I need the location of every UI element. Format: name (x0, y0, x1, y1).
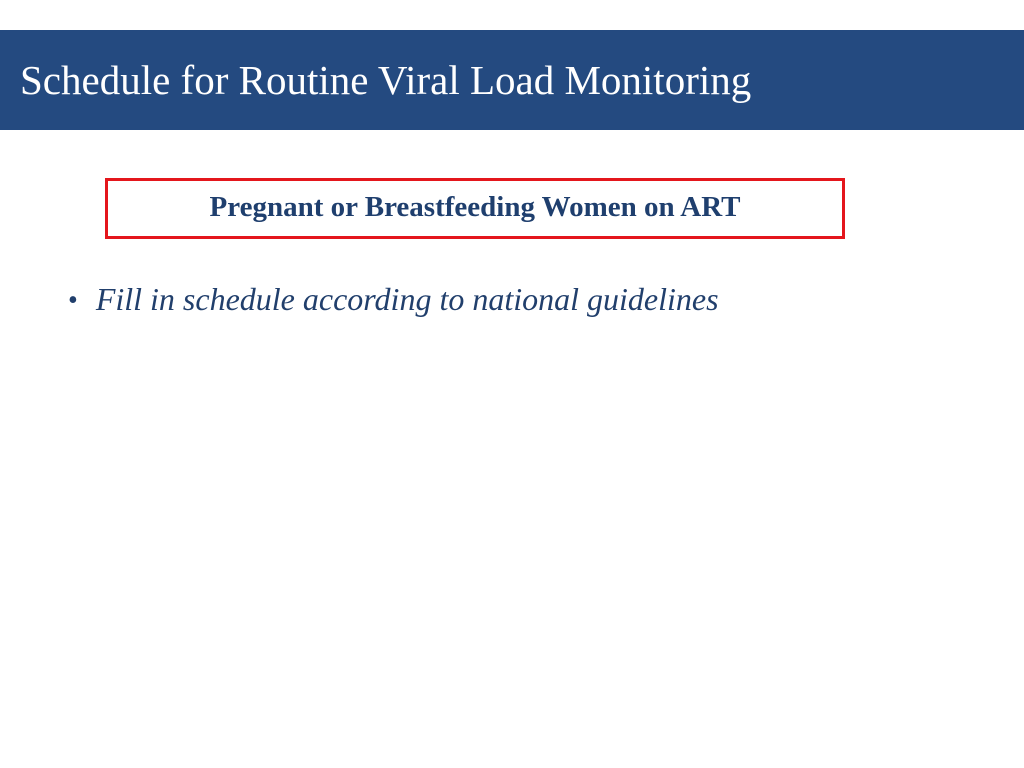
top-gap (0, 0, 1024, 30)
section-heading: Pregnant or Breastfeeding Women on ART (120, 191, 830, 224)
title-bar: Schedule for Routine Viral Load Monitori… (0, 30, 1024, 130)
bullet-item: • Fill in schedule according to national… (0, 281, 1024, 318)
content-area: Pregnant or Breastfeeding Women on ART •… (0, 130, 1024, 318)
page-title: Schedule for Routine Viral Load Monitori… (20, 56, 751, 104)
section-heading-box: Pregnant or Breastfeeding Women on ART (105, 178, 845, 239)
bullet-marker: • (68, 287, 78, 315)
bullet-text: Fill in schedule according to national g… (96, 281, 719, 318)
